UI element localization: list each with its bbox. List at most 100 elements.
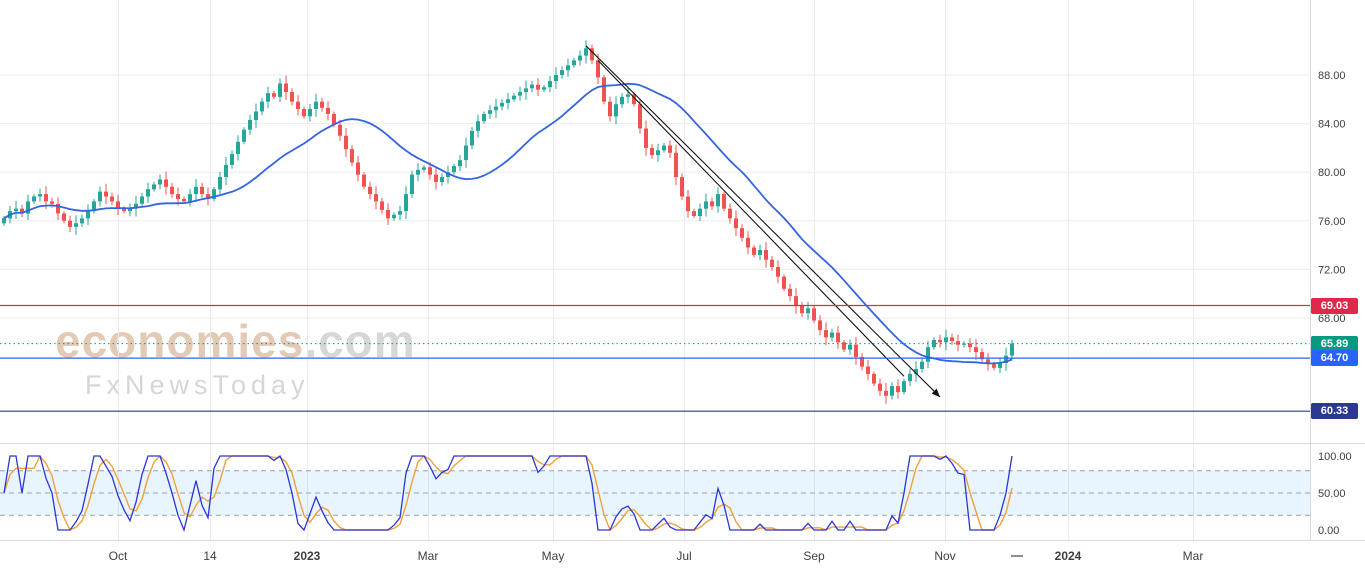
candle xyxy=(998,357,1002,373)
candle xyxy=(746,231,750,255)
time-axis-label: Nov xyxy=(934,549,955,563)
stochastic-axis-label: 100.00 xyxy=(1318,451,1352,463)
candle xyxy=(56,197,60,220)
candle xyxy=(824,322,828,346)
candle xyxy=(650,144,654,159)
candle xyxy=(668,140,672,158)
candle xyxy=(344,127,348,157)
candle xyxy=(770,255,774,271)
candle xyxy=(488,105,492,119)
candle xyxy=(134,195,138,217)
candle xyxy=(242,127,246,145)
price-badge-support-1[interactable]: 64.70 xyxy=(1311,350,1358,367)
moving-average-line[interactable] xyxy=(3,83,1013,365)
candle xyxy=(326,101,330,121)
candle xyxy=(248,114,252,135)
candle xyxy=(872,371,876,386)
candle xyxy=(830,328,834,342)
candle xyxy=(362,172,366,190)
candle xyxy=(968,338,972,353)
candle xyxy=(776,260,780,284)
candle xyxy=(368,181,372,200)
candle xyxy=(278,78,282,102)
candle xyxy=(602,75,606,105)
stochastic-axis-label: 50.00 xyxy=(1318,488,1346,500)
candle xyxy=(980,348,984,364)
candle xyxy=(284,75,288,100)
candle xyxy=(938,334,942,348)
stochastic-k-line[interactable] xyxy=(3,454,1013,533)
time-axis-label: Sep xyxy=(803,549,825,563)
candle xyxy=(848,339,852,355)
candle xyxy=(722,191,726,212)
candle xyxy=(194,178,198,202)
candle xyxy=(410,170,414,198)
candle xyxy=(764,242,768,268)
candle xyxy=(584,40,588,64)
candle xyxy=(788,283,792,302)
candle xyxy=(170,183,174,198)
candle xyxy=(542,84,546,92)
candle xyxy=(26,194,30,220)
candle xyxy=(614,96,618,125)
time-axis-label: 14 xyxy=(203,549,217,563)
candle xyxy=(878,378,882,397)
candle xyxy=(590,44,594,65)
candle xyxy=(20,204,24,218)
price-badge-resistance[interactable]: 69.03 xyxy=(1311,297,1358,314)
candle xyxy=(110,192,114,206)
candle xyxy=(266,86,270,109)
trend-line-1[interactable] xyxy=(585,45,941,398)
price-axis-label: 68.00 xyxy=(1318,313,1346,325)
candle xyxy=(674,144,678,185)
candle xyxy=(686,190,690,218)
candle xyxy=(596,53,600,84)
candle xyxy=(272,90,276,100)
gridlines xyxy=(0,0,1310,540)
candle xyxy=(14,200,18,219)
candle xyxy=(890,382,894,400)
candle xyxy=(146,182,150,203)
candle xyxy=(398,205,402,220)
candle xyxy=(1004,347,1008,371)
candle xyxy=(104,183,108,205)
candle xyxy=(560,66,564,79)
candle xyxy=(566,58,570,77)
candle xyxy=(140,192,144,208)
candle xyxy=(632,92,636,107)
candle xyxy=(218,171,222,195)
price-badge-last-price[interactable]: 65.89 xyxy=(1311,335,1358,352)
candle xyxy=(440,173,444,186)
candle xyxy=(260,97,264,116)
price-axis[interactable]: 88.00 84.00 80.00 76.00 72.00 68.00 100.00 50.0… xyxy=(1318,70,1352,537)
candle xyxy=(962,341,966,348)
stochastic-band xyxy=(0,470,1310,516)
candlestick-series[interactable] xyxy=(2,40,1014,404)
candle xyxy=(800,302,804,317)
candle xyxy=(716,187,720,213)
candle xyxy=(302,106,306,119)
candle xyxy=(926,340,930,369)
trend-line-2[interactable] xyxy=(597,60,905,377)
candle xyxy=(512,93,516,102)
candle xyxy=(254,103,258,128)
candle xyxy=(476,114,480,138)
price-axis-label: 88.00 xyxy=(1318,70,1346,82)
time-axis-label: 2024 xyxy=(1055,549,1082,563)
time-axis[interactable]: Oct 14 2023 Mar May Jul Sep Nov 2024 Mar xyxy=(109,549,1204,563)
candle xyxy=(470,127,474,150)
price-badge-support-2[interactable]: 60.33 xyxy=(1311,403,1358,420)
candle xyxy=(464,137,468,168)
candle xyxy=(452,163,456,175)
stochastic-dashed-levels xyxy=(0,470,1310,516)
price-axis-label: 80.00 xyxy=(1318,167,1346,179)
candle xyxy=(920,357,924,373)
candle xyxy=(236,135,240,161)
candle xyxy=(806,301,810,320)
price-axis-label: 84.00 xyxy=(1318,119,1346,131)
price-axis-label: 76.00 xyxy=(1318,216,1346,228)
candle xyxy=(782,274,786,292)
candle xyxy=(530,80,534,93)
candle xyxy=(842,339,846,352)
